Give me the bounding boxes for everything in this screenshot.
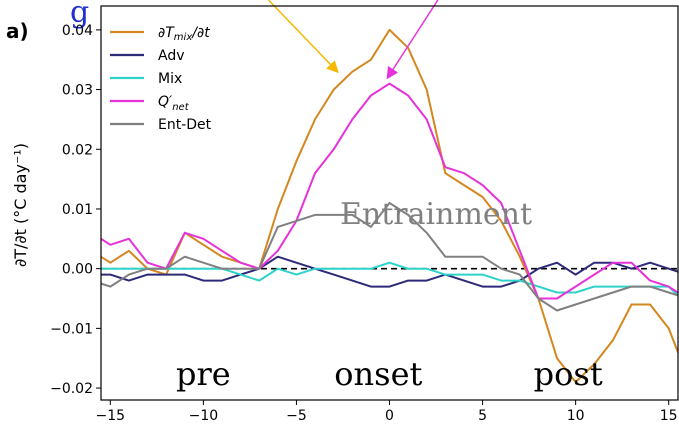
x-tick-label: 0 (385, 408, 394, 424)
x-tick-label: −5 (286, 408, 307, 424)
series-line-3 (101, 82, 678, 300)
legend-label: Ent-Det (158, 117, 212, 133)
y-axis-label: ∂T/∂t (°C day⁻¹) (11, 143, 30, 267)
annotation-pre: pre (176, 355, 231, 393)
annotation-onset: onset (334, 355, 422, 393)
x-tick-label: 5 (478, 408, 487, 424)
y-tick-label: 0.02 (62, 142, 93, 158)
panel-label: a) (6, 19, 29, 43)
annotation-arrow-0 (267, 0, 339, 74)
series-line-4 (101, 202, 678, 312)
y-tick-label: −0.02 (50, 381, 93, 397)
y-tick-label: 0.00 (62, 262, 93, 278)
y-tick-label: 0.03 (62, 83, 93, 99)
annotation-post: post (534, 355, 603, 393)
x-tick-label: −15 (96, 408, 126, 424)
top-annotation: g (70, 0, 89, 30)
annotation-entrainment: Entrainment (340, 197, 532, 232)
x-tick-label: 10 (567, 408, 585, 424)
annotation-arrow-1 (386, 0, 439, 80)
y-tick-label: 0.04 (62, 23, 93, 39)
x-tick-label: 15 (660, 408, 678, 424)
annotation-layer: pre onset post Entrainment (176, 0, 603, 393)
series-line-0 (101, 28, 678, 384)
y-tick-label: 0.01 (62, 202, 93, 218)
y-tick-label: −0.01 (50, 321, 93, 337)
x-tick-label: −10 (189, 408, 219, 424)
legend-label: Q′net (158, 94, 190, 113)
legend-label: ∂Tmix/∂t (158, 25, 210, 43)
legend-label: Adv (158, 48, 185, 64)
legend-label: Mix (158, 71, 182, 87)
series-line-2 (101, 261, 678, 297)
axes-layer: −15 −10 −5 0 5 10 15 −0.02 −0.01 0.00 0.01 0.02 0.03… (50, 5, 679, 424)
legend: ∂Tmix/∂t Adv Mix Q′net Ent-Det (110, 25, 212, 133)
series-line-1 (101, 255, 678, 288)
series-layer (101, 28, 678, 384)
